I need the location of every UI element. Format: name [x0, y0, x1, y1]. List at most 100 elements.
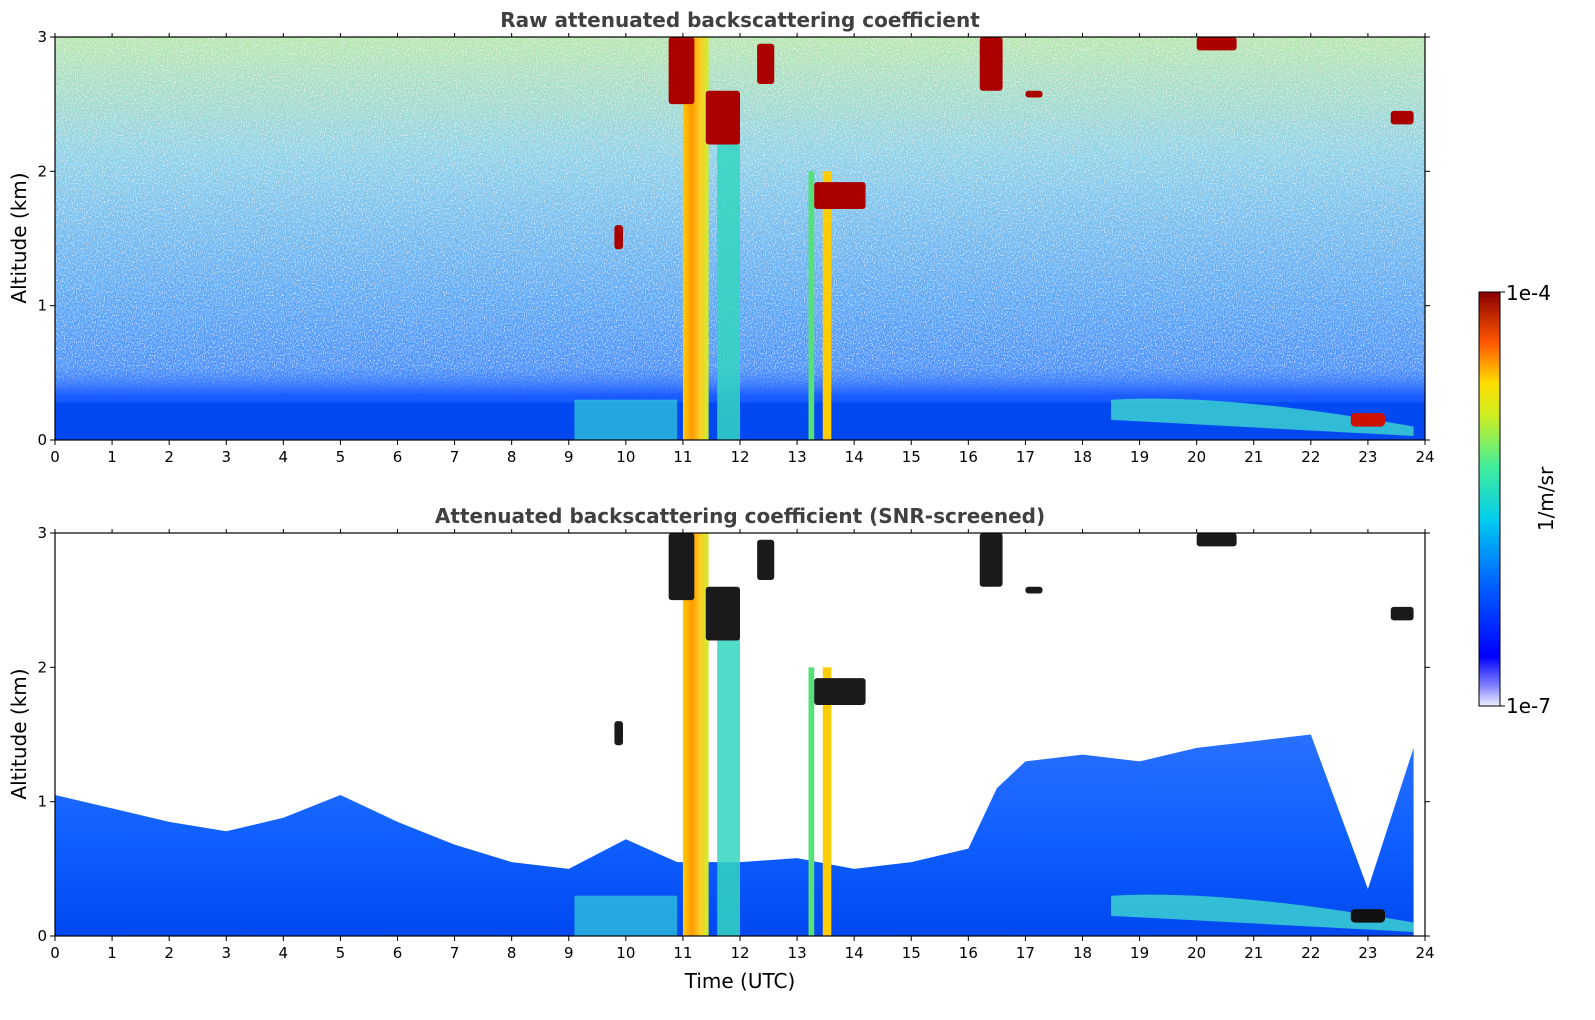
- x-tick-label: 10: [616, 944, 635, 962]
- x-tick-label: 13: [788, 944, 807, 962]
- x-tick-label: 14: [845, 448, 864, 466]
- aerosol-band: [1111, 894, 1414, 932]
- x-tick-label: 9: [564, 448, 574, 466]
- precip-column-2: [717, 627, 740, 936]
- colorbar-min-label: 1e-7: [1506, 694, 1551, 718]
- x-tick-label: 17: [1016, 944, 1035, 962]
- x-tick-label: 16: [959, 448, 978, 466]
- x-tick-label: 10: [616, 448, 635, 466]
- cloud-patch: [668, 533, 695, 601]
- colorbar-unit-label: 1/m/sr: [1534, 466, 1558, 531]
- heatmap-content: [55, 533, 1414, 936]
- x-tick-label: 2: [164, 944, 174, 962]
- x-tick-label: 20: [1187, 448, 1206, 466]
- y-axis-label-screened: Altitude (km): [7, 668, 31, 799]
- x-ticks: 0 1 2 3 4 5 6 7 8 9 10 11 12 13 14 15 16 17 18 19 20 21 22 23 24: [50, 33, 1435, 466]
- cloud-patch: [814, 182, 866, 209]
- x-tick-label: 6: [393, 448, 403, 466]
- x-tick-label: 23: [1358, 944, 1377, 962]
- x-tick-label: 21: [1244, 448, 1263, 466]
- low-cloud-9h: [574, 399, 678, 440]
- x-tick-label: 3: [221, 944, 231, 962]
- x-tick-label: 17: [1016, 448, 1035, 466]
- panel-screened: 0 1 2 3 4 5 6 7 8 9 10 11 12 13 14 15 16 17 18 19 20 21 22 23 24…: [37, 524, 1434, 962]
- precip-column-3: [808, 171, 815, 440]
- cloud-patch: [979, 37, 1003, 91]
- surface-cloud-23h: [1350, 909, 1386, 923]
- x-tick-label: 16: [959, 944, 978, 962]
- precip-column-4: [822, 171, 832, 440]
- x-tick-label: 23: [1358, 448, 1377, 466]
- x-tick-label: 5: [336, 944, 346, 962]
- x-tick-label: 8: [507, 944, 517, 962]
- y-tick-label: 1: [37, 297, 47, 315]
- x-tick-label: 6: [393, 944, 403, 962]
- x-tick-label: 18: [1073, 448, 1092, 466]
- cloud-patch: [668, 37, 695, 105]
- x-tick-label: 13: [788, 448, 807, 466]
- y-tick-label: 1: [37, 793, 47, 811]
- x-tick-label: 7: [450, 944, 460, 962]
- x-tick-label: 9: [564, 944, 574, 962]
- cloud-patch: [614, 225, 623, 250]
- cloud-patch: [1196, 533, 1237, 547]
- x-tick-label: 12: [730, 448, 749, 466]
- cloud-patch: [1390, 606, 1414, 621]
- precip-column-2: [717, 131, 740, 440]
- y-tick-label: 3: [37, 524, 47, 542]
- x-tick-label: 22: [1301, 448, 1320, 466]
- x-tick-label: 21: [1244, 944, 1263, 962]
- x-tick-label: 7: [450, 448, 460, 466]
- precip-column-3: [808, 667, 815, 936]
- x-tick-label: 4: [279, 448, 289, 466]
- cloud-patch: [1196, 37, 1237, 51]
- x-axis-label: Time (UTC): [684, 969, 796, 993]
- y-tick-label: 2: [37, 658, 47, 676]
- y-ticks: 0 1 2 3: [37, 28, 1430, 449]
- y-tick-label: 2: [37, 162, 47, 180]
- x-ticks: 0 1 2 3 4 5 6 7 8 9 10 11 12 13 14 15 16 17 18 19 20 21 22 23 24: [50, 529, 1435, 962]
- x-tick-label: 4: [279, 944, 289, 962]
- cloud-patch: [1390, 110, 1414, 125]
- y-tick-label: 0: [37, 431, 47, 449]
- x-tick-label: 8: [507, 448, 517, 466]
- colorbar: 1e-4 1e-7 1/m/sr: [1478, 281, 1558, 718]
- x-tick-label: 14: [845, 944, 864, 962]
- y-ticks: 0 1 2 3: [37, 524, 1430, 945]
- x-tick-label: 1: [107, 448, 117, 466]
- x-tick-label: 11: [673, 944, 692, 962]
- aerosol-band: [1111, 398, 1414, 436]
- x-tick-label: 12: [730, 944, 749, 962]
- y-tick-label: 0: [37, 927, 47, 945]
- x-tick-label: 2: [164, 448, 174, 466]
- cloud-patch: [1025, 90, 1043, 98]
- colorbar-max-label: 1e-4: [1506, 281, 1551, 305]
- x-tick-label: 20: [1187, 944, 1206, 962]
- x-tick-label: 11: [673, 448, 692, 466]
- y-axis-label-raw: Altitude (km): [7, 172, 31, 303]
- boundary-layer: [55, 734, 1414, 936]
- x-tick-label: 19: [1130, 944, 1149, 962]
- x-tick-label: 3: [221, 448, 231, 466]
- x-tick-label: 24: [1415, 448, 1434, 466]
- surface-cloud-23h: [1350, 413, 1386, 427]
- x-tick-label: 1: [107, 944, 117, 962]
- x-tick-label: 18: [1073, 944, 1092, 962]
- x-tick-label: 15: [902, 944, 921, 962]
- precip-column-4: [822, 667, 832, 936]
- x-tick-label: 24: [1415, 944, 1434, 962]
- chart-title-screened: Attenuated backscattering coefficient (S…: [435, 504, 1045, 528]
- colorbar-gradient: [1478, 291, 1501, 707]
- chart-title-raw: Raw attenuated backscattering coefficien…: [500, 8, 980, 32]
- cloud-patch: [705, 586, 740, 641]
- x-tick-label: 5: [336, 448, 346, 466]
- x-tick-label: 0: [50, 448, 60, 466]
- cloud-patch: [705, 90, 740, 145]
- x-tick-label: 19: [1130, 448, 1149, 466]
- low-cloud-9h: [574, 895, 678, 936]
- x-tick-label: 0: [50, 944, 60, 962]
- cloud-patch: [614, 721, 623, 746]
- cloud-patch: [814, 678, 866, 705]
- cloud-patch: [757, 43, 775, 85]
